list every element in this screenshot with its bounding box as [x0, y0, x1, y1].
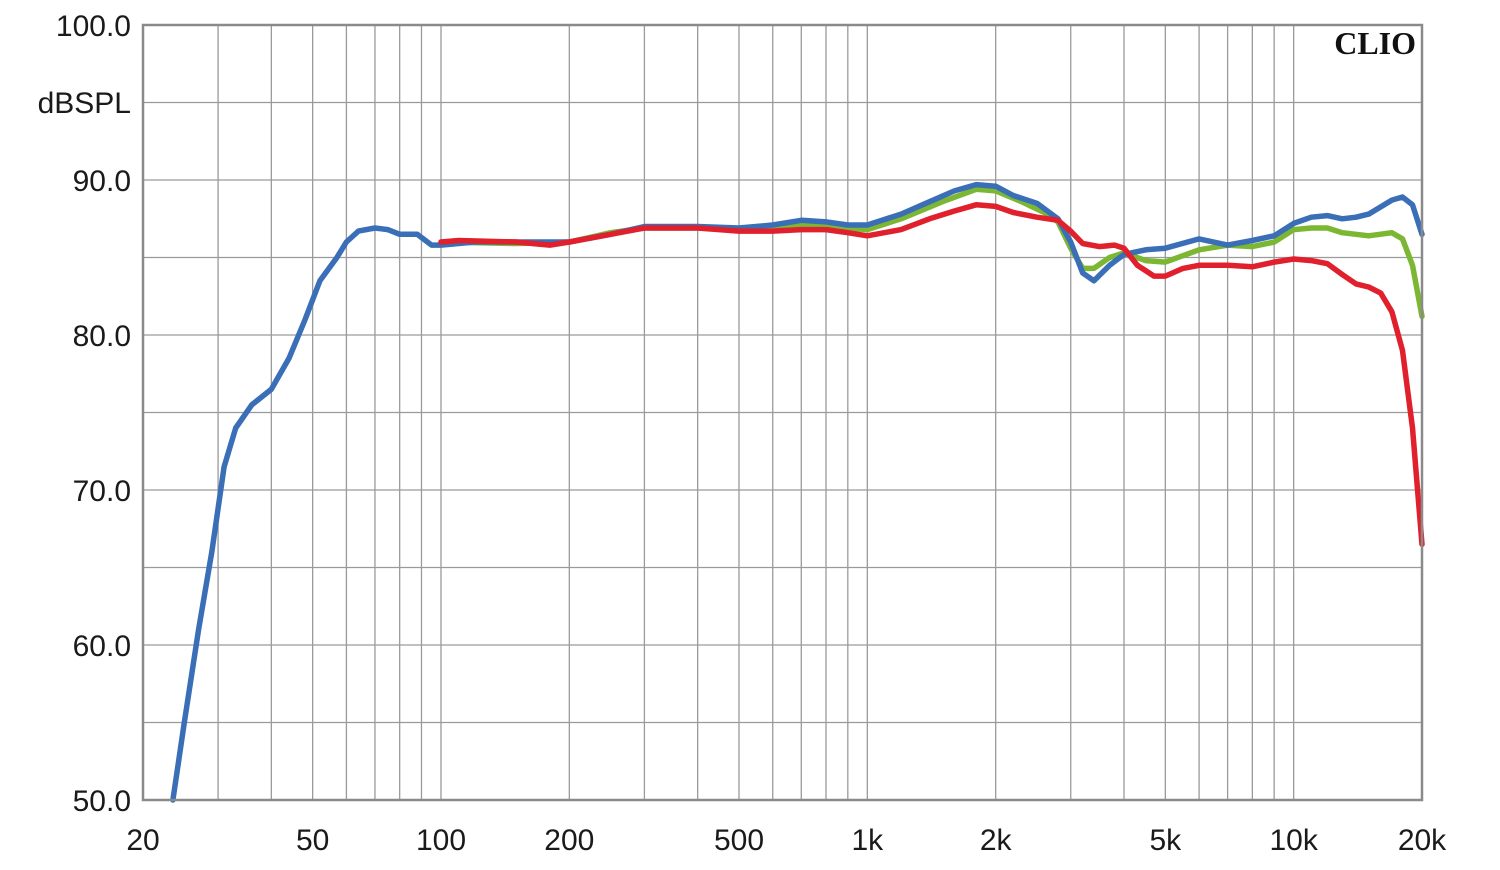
y-tick-label: 80.0 [73, 320, 131, 353]
series-line-2 [170, 181, 1425, 803]
x-tick-label: 100 [416, 824, 466, 857]
series-layer [170, 181, 1425, 803]
x-tick-label: 1k [851, 824, 884, 857]
y-tick-label: 50.0 [73, 785, 131, 818]
x-tick-label: 10k [1269, 824, 1318, 857]
x-tick-label: 500 [714, 824, 764, 857]
y-tick-label: 60.0 [73, 630, 131, 663]
plot-frame [141, 23, 1424, 802]
x-tick-label: 20 [126, 824, 159, 857]
x-tick-label: 50 [296, 824, 329, 857]
brand-watermark: CLIO [1334, 25, 1416, 61]
x-tick-label: 20k [1398, 824, 1447, 857]
y-axis-ticks: 100.0 90.0 80.0 70.0 60.0 50.0 [56, 10, 131, 818]
x-tick-label: 200 [544, 824, 594, 857]
x-axis-ticks: 20 50 100 200 500 1k 2k 5k 10k 20k [126, 824, 1447, 857]
y-tick-label: 100.0 [56, 10, 131, 43]
x-tick-label: 2k [980, 824, 1013, 857]
y-tick-label: 70.0 [73, 475, 131, 508]
y-axis-label: dBSPL [38, 87, 131, 120]
x-tick-label: 5k [1149, 824, 1182, 857]
grid [143, 25, 1422, 800]
y-tick-label: 90.0 [73, 165, 131, 198]
series-line-3 [438, 202, 1425, 548]
